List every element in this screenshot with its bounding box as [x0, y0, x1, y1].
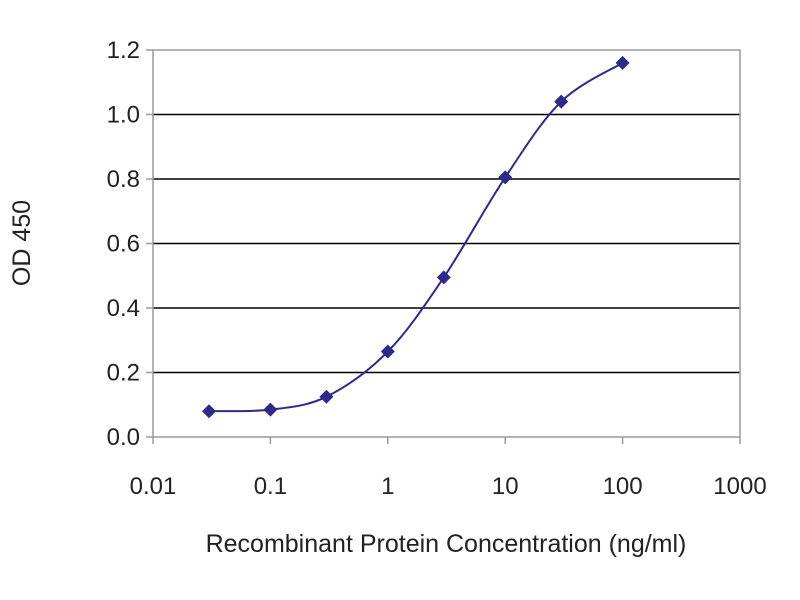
- y-axis-title: OD 450: [8, 200, 36, 286]
- x-tick-label: 1: [381, 473, 394, 500]
- data-point: [263, 402, 278, 417]
- x-tick-label: 0.01: [130, 473, 177, 500]
- x-tick-label: 0.1: [254, 473, 287, 500]
- y-tick-label: 0.6: [107, 231, 140, 258]
- gridlines: [153, 113, 740, 374]
- data-point: [202, 404, 217, 419]
- data-point: [436, 270, 451, 285]
- x-axis-ticks: 0.01 0.1 1 10 100 1000: [130, 437, 767, 500]
- y-axis-ticks: 0.0 0.2 0.4 0.6 0.8 1.0 1.2: [107, 37, 153, 451]
- y-tick-label: 0.4: [107, 295, 140, 322]
- y-tick-label: 1.2: [107, 37, 140, 64]
- data-point: [380, 344, 395, 359]
- y-tick-label: 0.0: [107, 424, 140, 451]
- x-tick-label: 100: [603, 473, 643, 500]
- y-tick-label: 1.0: [107, 102, 140, 129]
- series-layer: [202, 55, 630, 419]
- x-tick-label: 10: [492, 473, 519, 500]
- data-point: [615, 55, 630, 70]
- series-line: [208, 62, 624, 413]
- x-axis-title: Recombinant Protein Concentration (ng/ml…: [206, 530, 687, 558]
- y-tick-label: 0.2: [107, 360, 140, 387]
- data-point: [498, 170, 513, 185]
- y-tick-label: 0.8: [107, 166, 140, 193]
- data-point: [319, 389, 334, 404]
- x-tick-label: 1000: [713, 473, 766, 500]
- data-point: [554, 94, 569, 109]
